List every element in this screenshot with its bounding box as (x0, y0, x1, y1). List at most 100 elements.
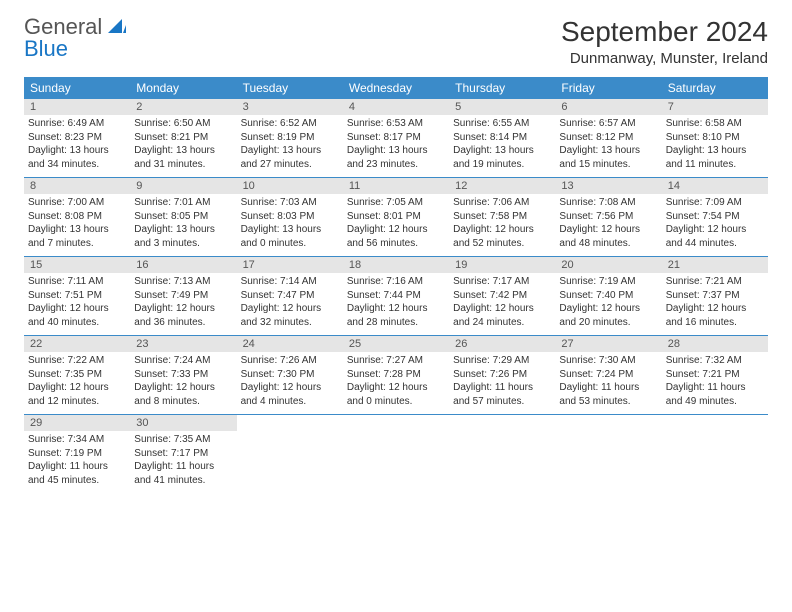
day-number: 25 (343, 336, 449, 352)
day-body: Sunrise: 6:52 AMSunset: 8:19 PMDaylight:… (237, 115, 343, 175)
sunrise-text: Sunrise: 7:26 AM (241, 354, 339, 368)
daylight-text: Daylight: 13 hours and 0 minutes. (241, 223, 339, 250)
daylight-text: Daylight: 11 hours and 49 minutes. (666, 381, 764, 408)
day-number: 3 (237, 99, 343, 115)
day-body: Sunrise: 7:19 AMSunset: 7:40 PMDaylight:… (555, 273, 661, 333)
day-number: 23 (130, 336, 236, 352)
day-number: 26 (449, 336, 555, 352)
day-cell: 15Sunrise: 7:11 AMSunset: 7:51 PMDayligh… (24, 257, 130, 335)
day-body: Sunrise: 6:57 AMSunset: 8:12 PMDaylight:… (555, 115, 661, 175)
daylight-text: Daylight: 12 hours and 24 minutes. (453, 302, 551, 329)
sunset-text: Sunset: 8:03 PM (241, 210, 339, 224)
title-block: September 2024 Dunmanway, Munster, Irela… (561, 16, 768, 67)
sunset-text: Sunset: 7:47 PM (241, 289, 339, 303)
sunrise-text: Sunrise: 6:49 AM (28, 117, 126, 131)
daylight-text: Daylight: 11 hours and 41 minutes. (134, 460, 232, 487)
day-cell: 16Sunrise: 7:13 AMSunset: 7:49 PMDayligh… (130, 257, 236, 335)
day-body: Sunrise: 7:22 AMSunset: 7:35 PMDaylight:… (24, 352, 130, 412)
header: General Blue September 2024 Dunmanway, M… (24, 16, 768, 67)
day-number: 4 (343, 99, 449, 115)
sunrise-text: Sunrise: 7:14 AM (241, 275, 339, 289)
sunrise-text: Sunrise: 7:32 AM (666, 354, 764, 368)
daylight-text: Daylight: 12 hours and 40 minutes. (28, 302, 126, 329)
day-number: 21 (662, 257, 768, 273)
sunrise-text: Sunrise: 7:22 AM (28, 354, 126, 368)
day-body: Sunrise: 7:03 AMSunset: 8:03 PMDaylight:… (237, 194, 343, 254)
daylight-text: Daylight: 12 hours and 48 minutes. (559, 223, 657, 250)
day-number: 11 (343, 178, 449, 194)
sunrise-text: Sunrise: 7:16 AM (347, 275, 445, 289)
daylight-text: Daylight: 12 hours and 4 minutes. (241, 381, 339, 408)
sunset-text: Sunset: 7:33 PM (134, 368, 232, 382)
day-cell: 27Sunrise: 7:30 AMSunset: 7:24 PMDayligh… (555, 336, 661, 414)
daylight-text: Daylight: 12 hours and 36 minutes. (134, 302, 232, 329)
daylight-text: Daylight: 13 hours and 23 minutes. (347, 144, 445, 171)
sunrise-text: Sunrise: 7:24 AM (134, 354, 232, 368)
daylight-text: Daylight: 13 hours and 34 minutes. (28, 144, 126, 171)
day-header-sun: Sunday (24, 77, 130, 99)
sunset-text: Sunset: 7:44 PM (347, 289, 445, 303)
day-cell: 3Sunrise: 6:52 AMSunset: 8:19 PMDaylight… (237, 99, 343, 177)
day-body: Sunrise: 7:35 AMSunset: 7:17 PMDaylight:… (130, 431, 236, 491)
sunset-text: Sunset: 7:30 PM (241, 368, 339, 382)
daylight-text: Daylight: 13 hours and 15 minutes. (559, 144, 657, 171)
sunset-text: Sunset: 8:12 PM (559, 131, 657, 145)
daylight-text: Daylight: 13 hours and 7 minutes. (28, 223, 126, 250)
daylight-text: Daylight: 13 hours and 3 minutes. (134, 223, 232, 250)
sunset-text: Sunset: 8:14 PM (453, 131, 551, 145)
sunset-text: Sunset: 7:58 PM (453, 210, 551, 224)
logo-text: General Blue (24, 16, 126, 60)
day-body: Sunrise: 7:13 AMSunset: 7:49 PMDaylight:… (130, 273, 236, 333)
day-cell: 6Sunrise: 6:57 AMSunset: 8:12 PMDaylight… (555, 99, 661, 177)
day-body: Sunrise: 7:24 AMSunset: 7:33 PMDaylight:… (130, 352, 236, 412)
day-body: Sunrise: 7:29 AMSunset: 7:26 PMDaylight:… (449, 352, 555, 412)
sail-icon (108, 16, 126, 38)
day-body: Sunrise: 7:01 AMSunset: 8:05 PMDaylight:… (130, 194, 236, 254)
sunrise-text: Sunrise: 7:29 AM (453, 354, 551, 368)
sunset-text: Sunset: 7:28 PM (347, 368, 445, 382)
day-body: Sunrise: 7:34 AMSunset: 7:19 PMDaylight:… (24, 431, 130, 491)
sunset-text: Sunset: 7:49 PM (134, 289, 232, 303)
day-cell: 9Sunrise: 7:01 AMSunset: 8:05 PMDaylight… (130, 178, 236, 256)
sunset-text: Sunset: 8:21 PM (134, 131, 232, 145)
day-body: Sunrise: 6:49 AMSunset: 8:23 PMDaylight:… (24, 115, 130, 175)
day-cell (237, 415, 343, 493)
day-body: Sunrise: 7:00 AMSunset: 8:08 PMDaylight:… (24, 194, 130, 254)
sunset-text: Sunset: 7:51 PM (28, 289, 126, 303)
sunset-text: Sunset: 7:21 PM (666, 368, 764, 382)
daylight-text: Daylight: 11 hours and 45 minutes. (28, 460, 126, 487)
day-body: Sunrise: 6:50 AMSunset: 8:21 PMDaylight:… (130, 115, 236, 175)
sunset-text: Sunset: 7:40 PM (559, 289, 657, 303)
daylight-text: Daylight: 13 hours and 11 minutes. (666, 144, 764, 171)
day-body: Sunrise: 6:55 AMSunset: 8:14 PMDaylight:… (449, 115, 555, 175)
day-cell: 1Sunrise: 6:49 AMSunset: 8:23 PMDaylight… (24, 99, 130, 177)
sunrise-text: Sunrise: 7:01 AM (134, 196, 232, 210)
day-number: 6 (555, 99, 661, 115)
day-cell (662, 415, 768, 493)
week-row: 15Sunrise: 7:11 AMSunset: 7:51 PMDayligh… (24, 257, 768, 336)
day-cell: 10Sunrise: 7:03 AMSunset: 8:03 PMDayligh… (237, 178, 343, 256)
day-cell: 19Sunrise: 7:17 AMSunset: 7:42 PMDayligh… (449, 257, 555, 335)
sunset-text: Sunset: 7:42 PM (453, 289, 551, 303)
sunset-text: Sunset: 8:08 PM (28, 210, 126, 224)
daylight-text: Daylight: 12 hours and 0 minutes. (347, 381, 445, 408)
day-number: 10 (237, 178, 343, 194)
day-header-thu: Thursday (449, 77, 555, 99)
day-cell: 30Sunrise: 7:35 AMSunset: 7:17 PMDayligh… (130, 415, 236, 493)
day-cell: 28Sunrise: 7:32 AMSunset: 7:21 PMDayligh… (662, 336, 768, 414)
sunset-text: Sunset: 7:17 PM (134, 447, 232, 461)
day-cell (449, 415, 555, 493)
location: Dunmanway, Munster, Ireland (561, 50, 768, 67)
day-body: Sunrise: 6:53 AMSunset: 8:17 PMDaylight:… (343, 115, 449, 175)
sunrise-text: Sunrise: 7:30 AM (559, 354, 657, 368)
sunrise-text: Sunrise: 7:13 AM (134, 275, 232, 289)
day-cell: 4Sunrise: 6:53 AMSunset: 8:17 PMDaylight… (343, 99, 449, 177)
day-cell: 5Sunrise: 6:55 AMSunset: 8:14 PMDaylight… (449, 99, 555, 177)
daylight-text: Daylight: 12 hours and 8 minutes. (134, 381, 232, 408)
sunrise-text: Sunrise: 7:00 AM (28, 196, 126, 210)
sunset-text: Sunset: 8:01 PM (347, 210, 445, 224)
sunrise-text: Sunrise: 6:52 AM (241, 117, 339, 131)
day-number: 17 (237, 257, 343, 273)
sunrise-text: Sunrise: 7:19 AM (559, 275, 657, 289)
day-cell: 14Sunrise: 7:09 AMSunset: 7:54 PMDayligh… (662, 178, 768, 256)
